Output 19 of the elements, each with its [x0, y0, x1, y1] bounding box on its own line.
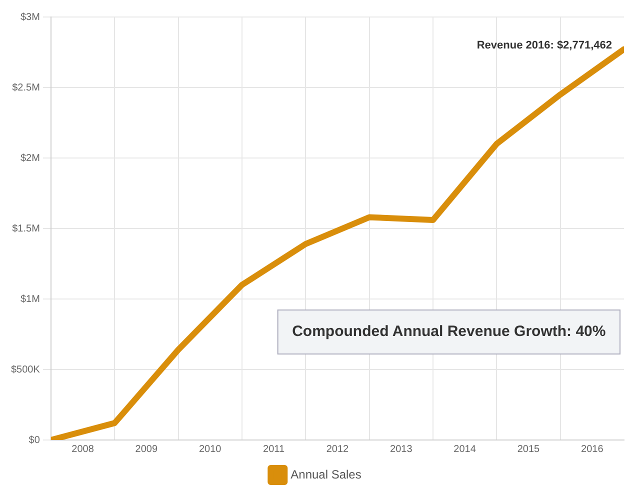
y-tick-label: $0 [28, 434, 40, 446]
y-tick-label: $3M [20, 12, 40, 23]
x-tick-label: 2011 [263, 444, 285, 455]
x-tick-label: 2014 [454, 444, 476, 455]
y-tick-label: $1M [20, 294, 40, 305]
x-tick-label: 2016 [581, 444, 604, 455]
y-tick-label: $2M [20, 152, 40, 164]
x-tick-label: 2015 [517, 444, 540, 455]
x-tick-label: 2013 [390, 444, 413, 455]
y-tick-label: $2.5M [12, 82, 40, 94]
x-tick-label: 2010 [198, 444, 222, 455]
x-tick-label: 2008 [72, 444, 94, 455]
legend-label: Annual Sales [290, 467, 362, 482]
y-tick-label: $500K [10, 364, 40, 376]
annotation: Revenue 2016: $2,771,462 [476, 39, 612, 52]
x-tick-label: 2009 [135, 444, 158, 455]
x-tick-label: 2012 [326, 444, 350, 455]
annotation: Compounded Annual Revenue Growth: 40% [292, 323, 606, 340]
y-tick-label: $1.5M [12, 223, 40, 234]
